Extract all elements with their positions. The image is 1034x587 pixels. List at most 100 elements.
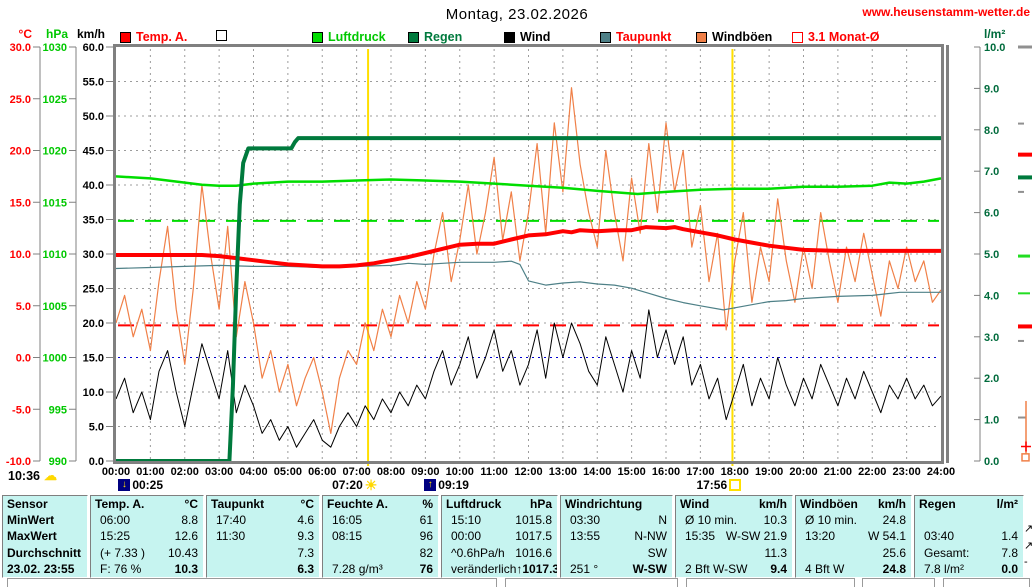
table-cell-row: 7.28 g/m³ 76 (323, 561, 438, 577)
column-unit: % (422, 497, 433, 512)
x-axis-label: 07:00 (343, 466, 371, 478)
table-row-label: Sensor (3, 496, 87, 512)
table-column-windrichtung: Windrichtung 03:30 N 13:55 N-NW SW 251 ° W-SW (560, 495, 673, 578)
sunshine-time: 10:36 (8, 469, 40, 483)
axis-label-kmh: 5.0 (89, 422, 104, 434)
edge-marker (1018, 45, 1032, 49)
cell-value: 9.4 (770, 561, 787, 576)
cell-time: 4 Bft W (805, 561, 845, 576)
axis-label-lpm: 5.0 (984, 249, 999, 261)
axis-label-temp: 10.0 (10, 249, 31, 261)
cell-time: 00:00 (451, 529, 482, 544)
axis-label-hpa: 1025 (43, 94, 67, 106)
cell-value: W 54.1 (867, 529, 906, 544)
axis-label-lpm: 7.0 (984, 166, 999, 178)
axis-label-hpa: 1030 (43, 42, 67, 54)
cell-value: 1017.5 (515, 529, 552, 544)
table-cell-row (915, 512, 1023, 528)
cell-value: W-SW (632, 561, 667, 576)
table-column-taupunkt: Taupunkt °C 17:40 4.6 11:30 9.3 7.3 6.3 (206, 495, 320, 578)
table-cell-row: 08:15 96 (323, 528, 438, 544)
legend-label: Wind (520, 30, 551, 44)
cell-value: 1016.6 (515, 545, 552, 560)
row-label-text: 23.02. 23:55 (7, 561, 75, 576)
website-link[interactable]: www.heusenstamm-wetter.de (862, 5, 1030, 19)
axis-label-temp: 0.0 (16, 353, 31, 365)
cell-time: 7.28 g/m³ (332, 561, 383, 576)
cell-value: 24.8 (882, 513, 906, 528)
x-axis-label: 08:00 (377, 466, 405, 478)
bottom-panel (686, 578, 855, 587)
table-cell-row: 15:10 1015.8 (442, 512, 557, 528)
table-cell-row: 2 Bft W-SW 9.4 (676, 561, 792, 577)
column-name: Windrichtung (565, 497, 643, 512)
axis-label-kmh: 35.0 (83, 215, 104, 227)
table-cell-row: 17:40 4.6 (207, 512, 319, 528)
axis-label-hpa: 990 (49, 456, 67, 468)
sunshine-duration: 10:36 ☁ (8, 469, 57, 483)
table-cell-row: 16:05 61 (323, 512, 438, 528)
cell-value: 8.8 (181, 513, 198, 528)
column-name: Wind (680, 497, 710, 512)
chart-canvas: 30.0 25.0 20.0 15.0 10.0 5.0 0.0 -5.0 -10.0 °C 103… (6, 27, 1032, 478)
column-unit: l/m² (996, 497, 1018, 512)
x-axis-label: 20:00 (789, 466, 817, 478)
x-axis-label: 11:00 (480, 466, 508, 478)
table-cell-row: 4 Bft W 24.8 (796, 561, 911, 577)
table-cell-row: 13:20 W 54.1 (796, 528, 911, 544)
edge-marker (1018, 254, 1030, 258)
cell-time: 03:40 (924, 529, 955, 544)
axis-label-lpm: 8.0 (984, 125, 999, 137)
series-wind (115, 309, 942, 448)
cell-time: 17:40 (216, 513, 247, 528)
bottom-panel (505, 578, 678, 587)
cell-value: 6.3 (297, 561, 314, 576)
edge-marker (1018, 190, 1024, 193)
axis-label-temp: 25.0 (10, 94, 31, 106)
cell-value: ↑1017.3 (516, 561, 557, 576)
axis-unit-hpa: hPa (46, 27, 68, 41)
table-cell-row: 7.8 l/m² 0.0 (915, 561, 1023, 577)
table-cell-row: 11:30 9.3 (207, 528, 319, 544)
axis-label-lpm: 4.0 (984, 290, 999, 302)
table-column-header: Feuchte A.% (323, 496, 438, 512)
legend-swatch (120, 31, 131, 43)
cell-time: 11:30 (216, 529, 246, 544)
axis-label-lpm: 3.0 (984, 332, 999, 344)
x-axis-label: 14:00 (583, 466, 611, 478)
table-cell-row: 82 (323, 545, 438, 561)
row-label-text: Durchschnitt (7, 545, 82, 560)
cell-time: 03:30 (570, 513, 601, 528)
row-label-text: MinWert (7, 513, 55, 528)
table-cell-row: 15:25 12.6 (91, 528, 203, 544)
sun-cloud-icon: ☁ (43, 468, 57, 483)
table-cell-row: Gesamt: 7.8 (915, 545, 1023, 561)
axis-label-kmh: 15.0 (83, 353, 104, 365)
table-cell-row: 03:40 1.4 (915, 528, 1023, 544)
table-row-label: MinWert (3, 512, 87, 528)
edge-marker (1018, 339, 1024, 342)
axis-unit-lpm: l/m² (984, 27, 1005, 41)
sunrise-icon: ☀ (364, 476, 378, 493)
cell-value: N (658, 513, 667, 528)
cell-time: 15:35 (685, 529, 716, 544)
cell-time: Ø 10 min. (805, 513, 858, 528)
cell-time: 251 ° (570, 561, 599, 576)
series-windb-en (115, 87, 942, 434)
edge-marker-square (1021, 453, 1030, 462)
cell-time: 13:20 (805, 529, 836, 544)
axis-label-lpm: 1.0 (984, 415, 999, 427)
x-axis-label: 09:00 (411, 466, 439, 478)
table-row-label: Durchschnitt (3, 545, 87, 561)
legend-swatch (696, 31, 707, 43)
day-event-moon-up: ↑ 09:19 (424, 477, 469, 492)
legend-label: Luftdruck (328, 30, 386, 44)
cell-value: 96 (419, 529, 433, 544)
cell-time: 15:25 (100, 529, 131, 544)
x-axis-label: 05:00 (274, 466, 302, 478)
column-unit: km/h (758, 497, 787, 512)
column-name: Regen (919, 497, 956, 512)
column-unit: hPa (529, 497, 552, 512)
axis-label-kmh: 10.0 (83, 387, 104, 399)
